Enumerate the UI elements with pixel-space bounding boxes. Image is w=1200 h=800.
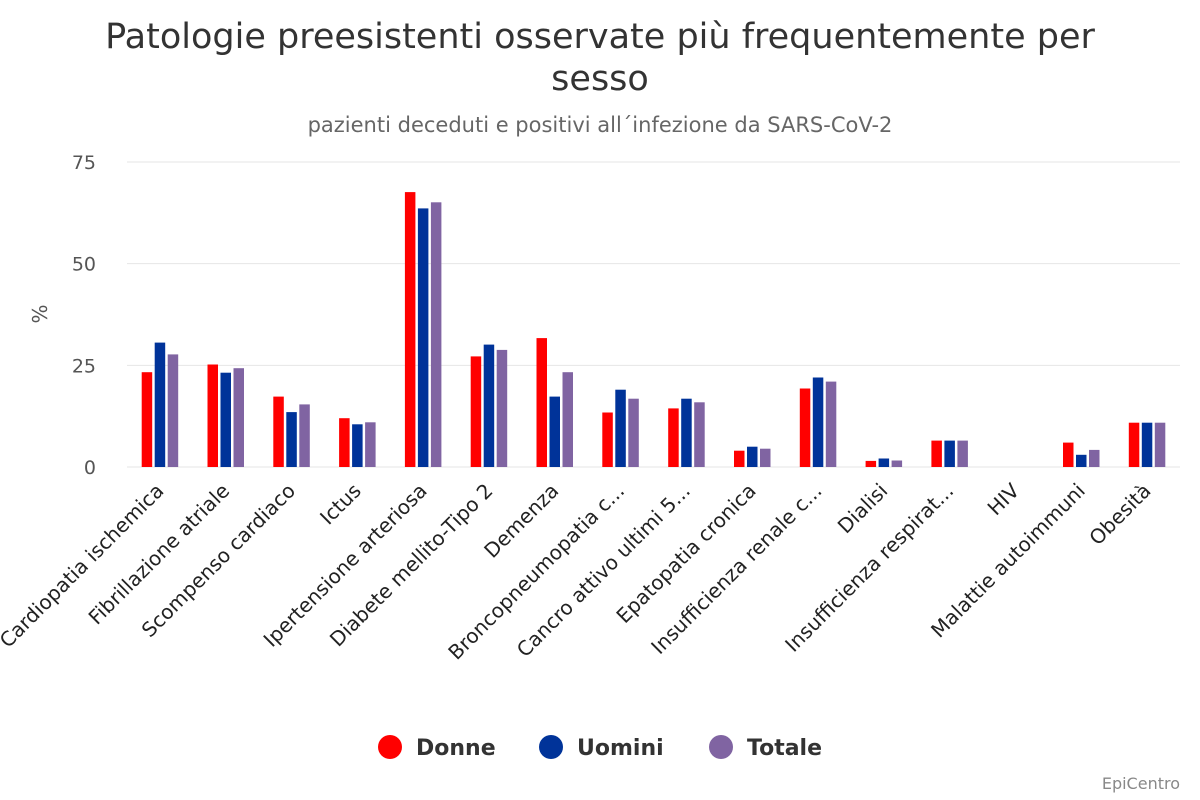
- bar-donne-obesita[interactable]: [1128, 422, 1140, 467]
- y-axis-label: %: [28, 304, 52, 323]
- bar-donne-dialisi[interactable]: [865, 460, 877, 467]
- bar-uomini-cardiopatia-ischemica[interactable]: [154, 342, 166, 467]
- bar-donne-demenza[interactable]: [536, 338, 548, 467]
- x-tick-label-hiv: HIV: [983, 478, 1025, 520]
- bar-totale-demenza[interactable]: [562, 372, 574, 467]
- bar-uomini-ictus[interactable]: [352, 424, 363, 467]
- bar-totale-epatopatia-cronica[interactable]: [760, 448, 771, 467]
- bar-donne-broncopneumopatia-c[interactable]: [602, 412, 613, 468]
- bar-donne-scompenso-cardiaco[interactable]: [273, 396, 284, 467]
- bar-totale-fibrillazione-atriale[interactable]: [233, 368, 245, 467]
- bar-uomini-scompenso-cardiaco[interactable]: [286, 412, 297, 467]
- bar-uomini-obesita[interactable]: [1141, 422, 1153, 467]
- legend-label-uomini: Uomini: [577, 736, 664, 761]
- legend-label-totale: Totale: [747, 736, 822, 761]
- bar-totale-insufficienza-renale-c[interactable]: [825, 381, 837, 467]
- legend-item-totale[interactable]: Totale: [709, 735, 822, 761]
- legend-marker-donne: [378, 735, 402, 759]
- bar-donne-insufficienza-respirat[interactable]: [931, 440, 942, 467]
- chart-title-line-2: sesso: [551, 59, 649, 99]
- bar-donne-cardiopatia-ischemica[interactable]: [141, 372, 153, 467]
- bar-donne-fibrillazione-atriale[interactable]: [207, 364, 219, 468]
- legend-marker-totale: [709, 735, 733, 759]
- bar-totale-cancro-attivo-ultimi-5[interactable]: [694, 402, 705, 467]
- credit-link[interactable]: EpiCentro: [1102, 774, 1180, 793]
- x-tick-label-dialisi: Dialisi: [833, 479, 893, 539]
- bar-donne-cancro-attivo-ultimi-5[interactable]: [668, 408, 679, 467]
- bar-uomini-ipertensione-arteriosa[interactable]: [417, 208, 429, 467]
- bar-donne-diabete-mellito-tipo-2[interactable]: [470, 356, 482, 467]
- bar-totale-insufficienza-respirat[interactable]: [957, 440, 968, 467]
- bar-donne-malattie-autoimmuni[interactable]: [1063, 442, 1074, 467]
- bar-uomini-insufficienza-respirat[interactable]: [944, 440, 955, 467]
- bar-totale-cardiopatia-ischemica[interactable]: [167, 354, 179, 467]
- y-tick-label-75: 75: [72, 152, 96, 174]
- y-tick-label-25: 25: [72, 355, 96, 377]
- bar-donne-ictus[interactable]: [339, 418, 350, 467]
- bar-uomini-insufficienza-renale-c[interactable]: [812, 377, 824, 468]
- bar-uomini-cancro-attivo-ultimi-5[interactable]: [681, 398, 692, 467]
- bar-totale-dialisi[interactable]: [891, 460, 903, 468]
- bar-totale-obesita[interactable]: [1154, 422, 1166, 467]
- y-tick-label-50: 50: [72, 254, 96, 276]
- bar-totale-diabete-mellito-tipo-2[interactable]: [496, 349, 508, 467]
- legend[interactable]: Donne Uomini Totale: [378, 735, 822, 761]
- bar-totale-ictus[interactable]: [365, 422, 376, 467]
- bar-totale-malattie-autoimmuni[interactable]: [1089, 449, 1100, 467]
- y-axis-ticks: 0 25 50 75: [72, 152, 96, 479]
- legend-item-uomini[interactable]: Uomini: [539, 735, 664, 761]
- bar-uomini-demenza[interactable]: [549, 396, 561, 467]
- bar-totale-broncopneumopatia-c[interactable]: [628, 398, 639, 467]
- grid-lines: [127, 161, 1180, 468]
- bar-uomini-malattie-autoimmuni[interactable]: [1076, 454, 1087, 467]
- bar-totale-scompenso-cardiaco[interactable]: [299, 404, 310, 467]
- bar-totale-ipertensione-arteriosa[interactable]: [430, 202, 442, 468]
- chart-title-line-1: Patologie preesistenti osservate più fre…: [105, 17, 1095, 57]
- bar-donne-insufficienza-renale-c[interactable]: [799, 388, 811, 468]
- bar-uomini-fibrillazione-atriale[interactable]: [220, 372, 232, 467]
- x-tick-label-ictus: Ictus: [315, 479, 366, 530]
- bar-uomini-dialisi[interactable]: [878, 458, 890, 468]
- legend-label-donne: Donne: [416, 736, 496, 761]
- y-tick-label-0: 0: [84, 457, 96, 479]
- bars: [141, 192, 1166, 468]
- chart-subtitle: pazienti deceduti e positivi all´infezio…: [308, 113, 893, 137]
- bar-donne-epatopatia-cronica[interactable]: [734, 450, 745, 467]
- x-tick-label-obesita: Obesità: [1084, 479, 1155, 550]
- bar-uomini-broncopneumopatia-c[interactable]: [615, 389, 626, 467]
- bar-uomini-diabete-mellito-tipo-2[interactable]: [483, 344, 495, 467]
- legend-marker-uomini: [539, 735, 563, 759]
- legend-item-donne[interactable]: Donne: [378, 735, 496, 761]
- bar-donne-ipertensione-arteriosa[interactable]: [404, 192, 416, 467]
- bar-uomini-epatopatia-cronica[interactable]: [747, 446, 758, 467]
